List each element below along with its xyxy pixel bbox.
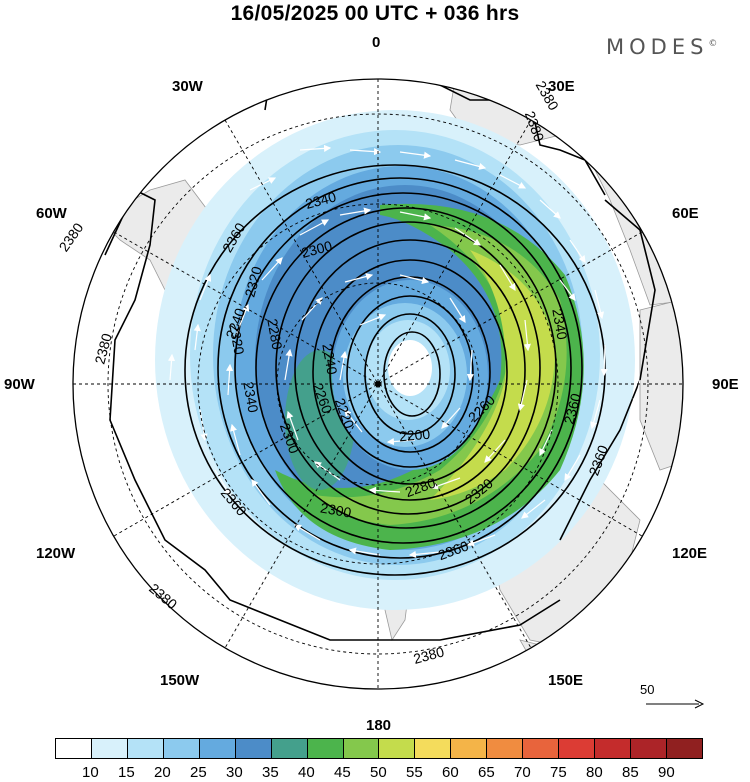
colorbar-swatch <box>91 739 128 758</box>
contour-label: 2380 <box>91 331 115 365</box>
contour-label: 2380 <box>412 643 446 667</box>
lon-label-150e: 150E <box>548 672 584 689</box>
height-contours <box>104 79 656 641</box>
colorbar-swatch <box>271 739 308 758</box>
colorbar-tick-label: 60 <box>442 764 459 781</box>
brand-logo: MODES© <box>606 35 717 59</box>
colorbar-swatch <box>163 739 200 758</box>
colorbar-tick-label: 75 <box>550 764 567 781</box>
contour-label: 2340 <box>304 188 338 212</box>
brand-name: MODES <box>606 35 709 59</box>
colorbar-swatch <box>666 739 702 758</box>
colorbar-tick-label: 35 <box>262 764 279 781</box>
wind-vectors <box>167 144 641 558</box>
colorbar-swatch <box>307 739 344 758</box>
lon-label-30e: 30E <box>548 78 575 95</box>
contour-label: 2240 <box>319 342 340 376</box>
colorbar-tick-label: 80 <box>586 764 603 781</box>
colorbar-swatch <box>523 739 560 758</box>
lon-label-0: 0 <box>372 34 381 51</box>
lon-label-120w: 120W <box>36 545 76 562</box>
colorbar-swatch <box>451 739 488 758</box>
lon-label-90w: 90W <box>4 376 35 393</box>
contour-label: 2300 <box>319 499 353 520</box>
colorbar-tick-label: 40 <box>298 764 315 781</box>
colorbar-swatch <box>559 739 596 758</box>
colorbar-tick-label: 70 <box>514 764 531 781</box>
contour-label: 2300 <box>300 237 334 261</box>
colorbar-swatch <box>379 739 416 758</box>
contour-label: 2380 <box>146 580 180 612</box>
contour-label: 2320 <box>241 264 265 298</box>
colorbar-tick-label: 50 <box>370 764 387 781</box>
reference-vector-arrow <box>646 699 705 709</box>
colorbar-swatch <box>631 739 667 758</box>
colorbar-tick-label: 25 <box>190 764 207 781</box>
lon-label-90e: 90E <box>712 376 739 393</box>
colorbar-swatch <box>595 739 631 758</box>
graticule <box>73 79 683 689</box>
lon-label-60w: 60W <box>36 205 67 222</box>
colorbar-tick-label: 55 <box>406 764 423 781</box>
colorbar-swatch <box>199 739 236 758</box>
contour-label: 2200 <box>398 426 431 445</box>
contour-label: 2280 <box>264 317 285 351</box>
pole-marker <box>375 381 381 387</box>
colorbar <box>55 738 703 759</box>
contour-label: 2360 <box>560 391 584 425</box>
lon-label-150w: 150W <box>160 672 200 689</box>
colorbar-swatch <box>56 739 92 758</box>
contour-label: 2340 <box>240 380 261 414</box>
colorbar-tick-label: 10 <box>82 764 99 781</box>
lon-label-60e: 60E <box>672 205 699 222</box>
colorbar-swatch <box>235 739 272 758</box>
colorbar-tick-label: 90 <box>658 764 675 781</box>
contour-label: 2340 <box>549 307 570 341</box>
copyright-mark: © <box>708 39 718 49</box>
colorbar-swatch <box>415 739 452 758</box>
reference-vector-label: 50 <box>640 682 655 697</box>
map-title: 16/05/2025 00 UTC + 036 hrs <box>230 2 520 25</box>
colorbar-tick-label: 45 <box>334 764 351 781</box>
map-layers <box>73 79 683 689</box>
colorbar-tick-label: 20 <box>154 764 171 781</box>
colorbar-swatch <box>127 739 164 758</box>
lon-label-180: 180 <box>366 717 392 734</box>
colorbar-tick-label: 15 <box>118 764 135 781</box>
colorbar-tick-label: 30 <box>226 764 243 781</box>
contour-label: 2320 <box>226 322 247 356</box>
contour-label: 2380 <box>55 220 86 255</box>
colorbar-swatch <box>487 739 524 758</box>
colorbar-swatch <box>343 739 380 758</box>
colorbar-tick-label: 85 <box>622 764 639 781</box>
colorbar-tick-label: 65 <box>478 764 495 781</box>
map-boundary <box>72 78 684 690</box>
lon-label-30w: 30W <box>172 78 203 95</box>
lon-label-120e: 120E <box>672 545 708 562</box>
